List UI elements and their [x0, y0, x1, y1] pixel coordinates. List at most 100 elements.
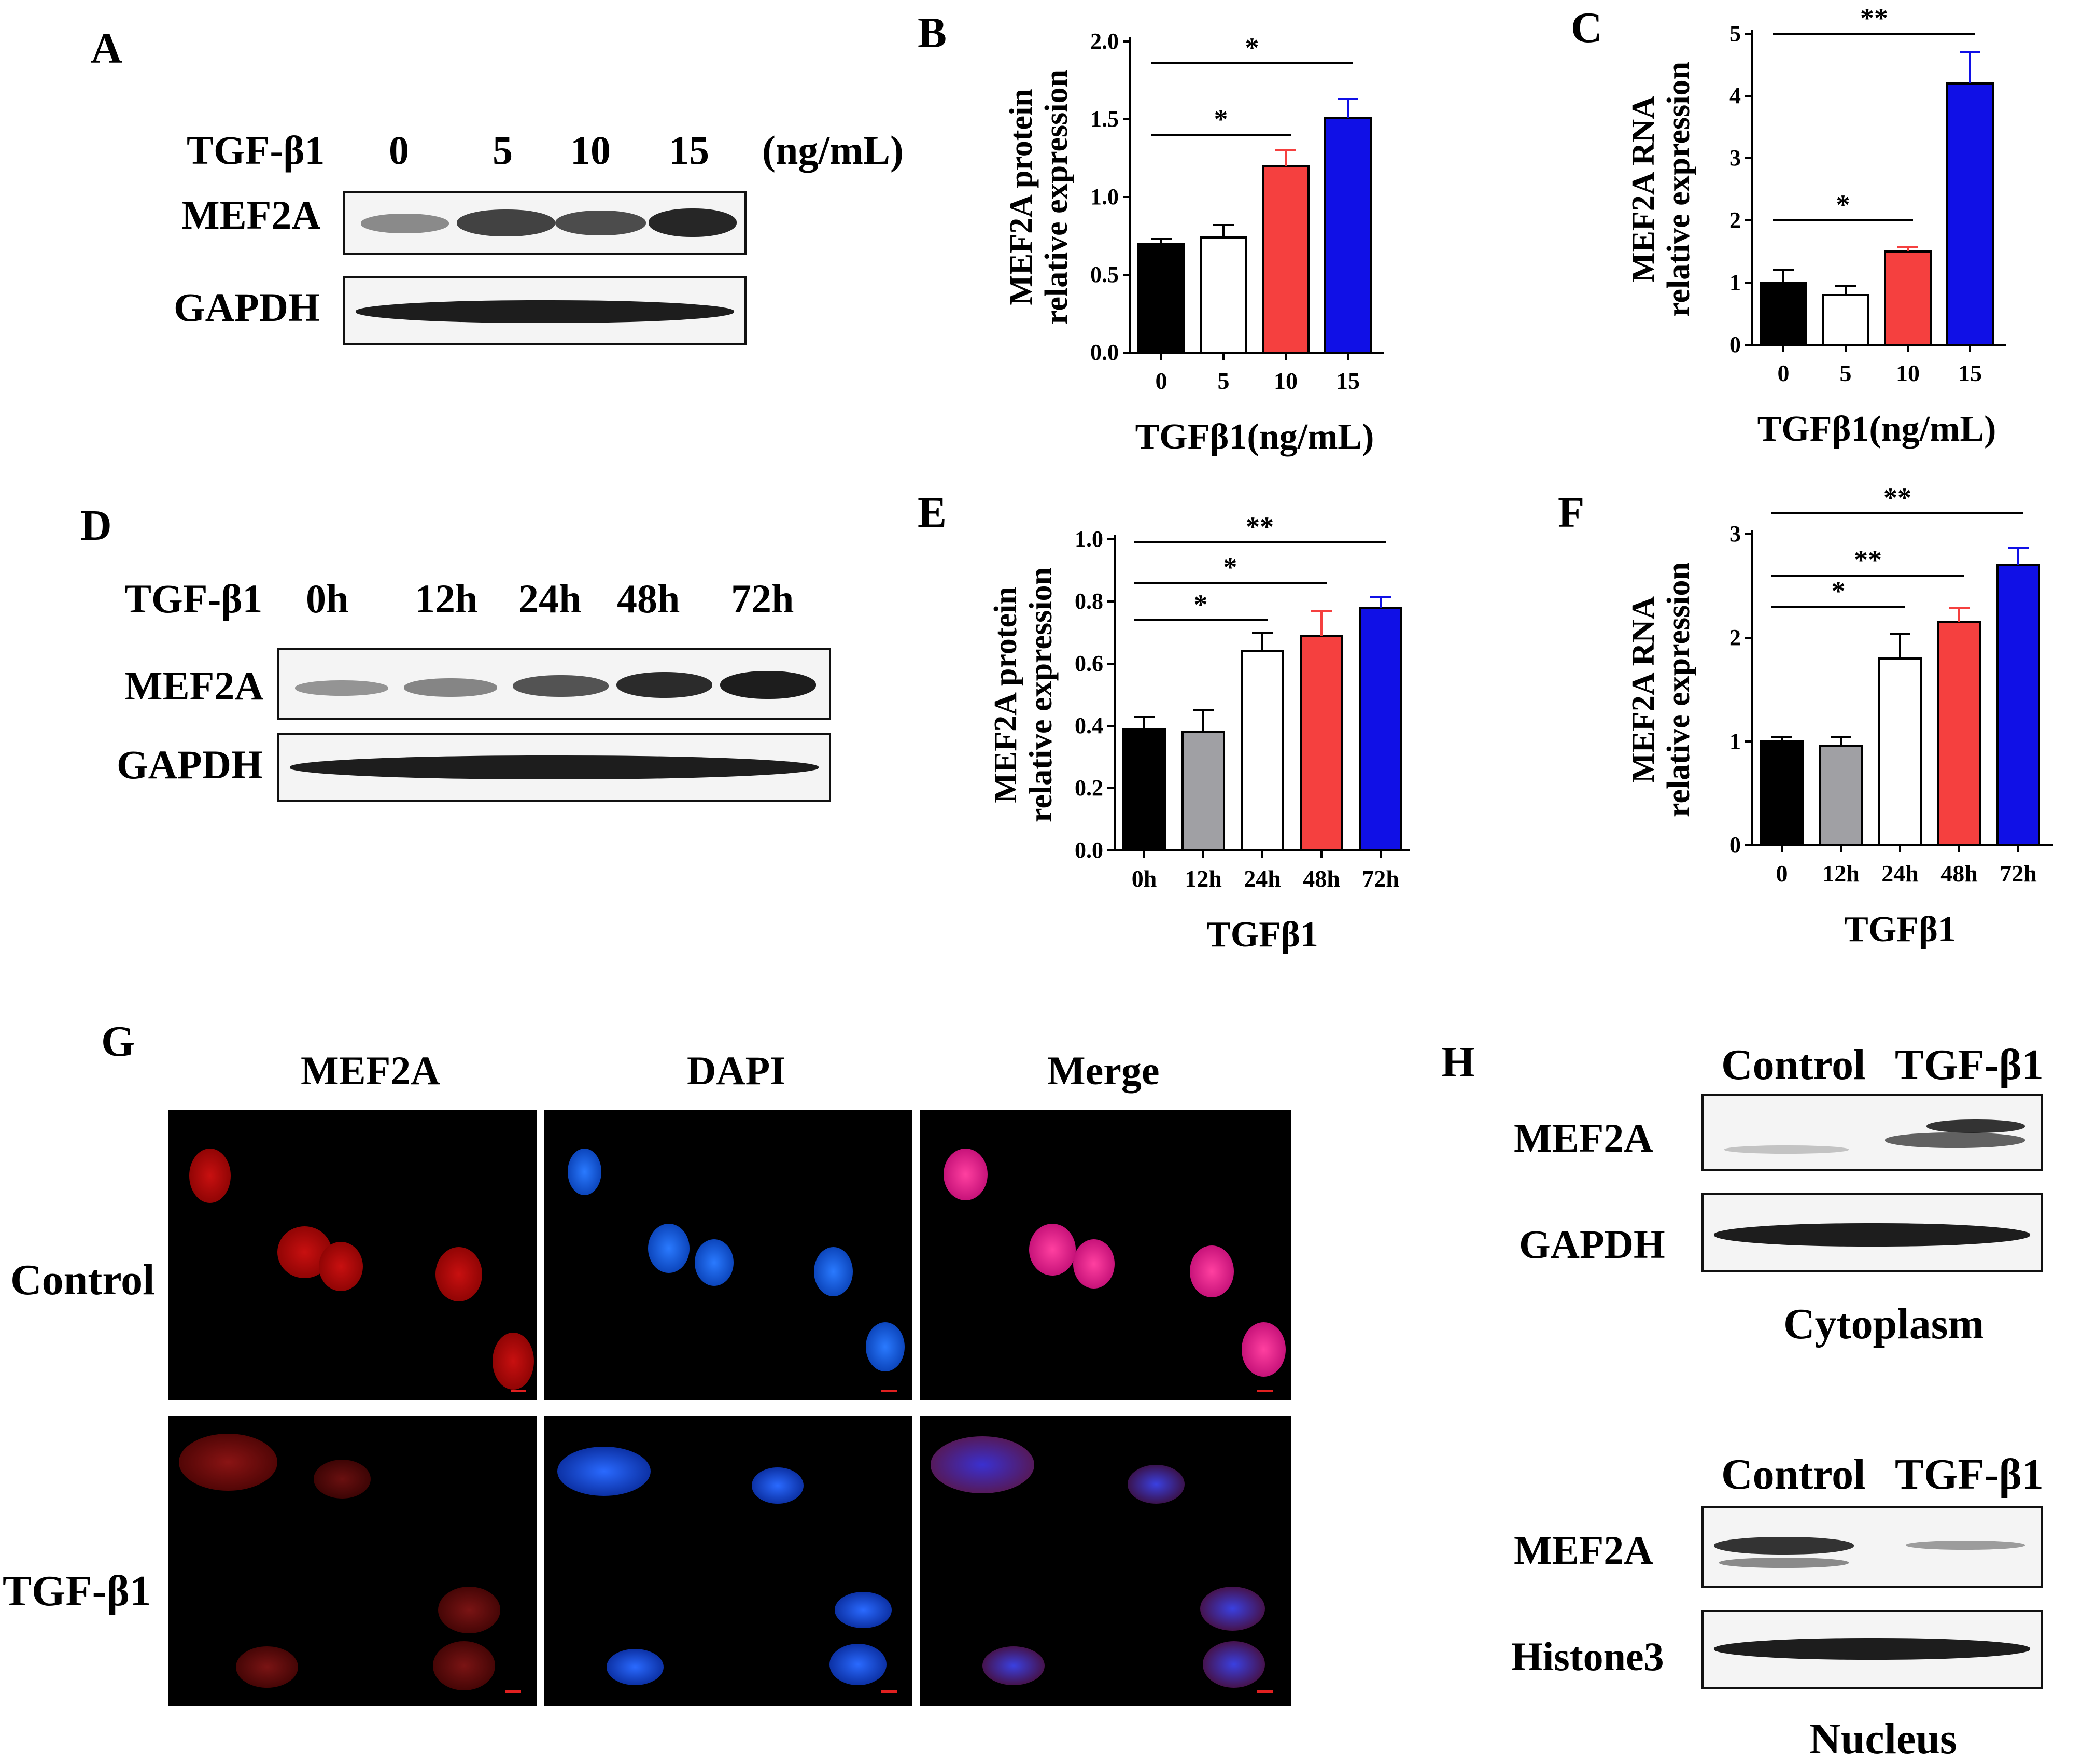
nucleus — [493, 1333, 534, 1390]
significance-star: * — [1194, 589, 1208, 620]
nucleus — [568, 1149, 601, 1195]
blot-band — [1906, 1541, 2025, 1550]
y-axis-label: relative expression — [1661, 62, 1696, 317]
blot-band — [404, 678, 497, 697]
x-axis-label: TGFβ1(ng/mL) — [1135, 417, 1374, 457]
y-tick-label: 0.5 — [1090, 262, 1119, 287]
nucleus — [189, 1149, 231, 1203]
blot-row-label: GAPDH — [1519, 1222, 1665, 1267]
y-tick-label: 1.0 — [1090, 184, 1119, 209]
panel-letter-c: C — [1571, 4, 1602, 52]
nucleus — [438, 1587, 500, 1633]
y-tick-label: 0.0 — [1075, 837, 1103, 863]
blot-band — [361, 214, 449, 233]
nucleus — [648, 1224, 690, 1273]
blot-band — [295, 680, 388, 696]
scale-bar — [1257, 1390, 1273, 1392]
western-blot-nucleus-histone3 — [1701, 1610, 2043, 1689]
nucleus — [752, 1467, 804, 1504]
blot-row-label: GAPDH — [174, 285, 320, 330]
group-label: TGF-β1 — [1895, 1450, 2044, 1499]
nucleus — [931, 1436, 1034, 1493]
bar — [1324, 117, 1372, 354]
blot-band — [720, 671, 816, 699]
channel-label: MEF2A — [301, 1048, 440, 1093]
y-tick-label: 4 — [1729, 83, 1741, 108]
significance-star: ** — [1246, 511, 1274, 542]
blot-band — [649, 208, 737, 237]
y-tick-label: 0.6 — [1075, 651, 1103, 676]
blot-row-label: GAPDH — [117, 742, 263, 787]
x-tick-label: 0 — [1156, 368, 1167, 394]
y-tick-label: 2 — [1729, 625, 1741, 650]
x-tick-label: 48h — [1940, 860, 1978, 887]
nucleus — [319, 1242, 363, 1291]
channel-label: DAPI — [687, 1048, 786, 1093]
nucleus — [236, 1646, 298, 1688]
scale-bar — [881, 1390, 897, 1392]
bar — [1181, 731, 1225, 851]
time-label: 0h — [306, 576, 349, 621]
nucleus — [1029, 1224, 1076, 1276]
micrograph-merge-control — [920, 1110, 1291, 1400]
y-tick-label: 1.0 — [1075, 526, 1103, 552]
panel-letter-b: B — [918, 9, 947, 57]
nucleus — [814, 1247, 853, 1296]
significance-star: ** — [1883, 487, 1911, 513]
y-axis-label: relative expression — [1023, 567, 1059, 822]
blot-band — [457, 209, 555, 236]
bar — [1760, 282, 1807, 346]
nucleus — [1242, 1322, 1286, 1377]
bar — [1878, 657, 1922, 846]
nucleus — [982, 1646, 1045, 1685]
y-tick-label: 1 — [1729, 270, 1741, 295]
scale-bar — [511, 1390, 526, 1392]
western-blot-nucleus-mef2a — [1701, 1506, 2043, 1588]
time-label: 12h — [415, 576, 478, 621]
micrograph-merge-tgfb1 — [920, 1416, 1291, 1706]
y-axis-label: relative expression — [1661, 562, 1696, 817]
significance-star: * — [1223, 552, 1237, 583]
condition-label: TGF-β1 — [3, 1567, 151, 1615]
y-tick-label: 0.0 — [1090, 340, 1119, 365]
x-tick-label: 72h — [2000, 860, 2037, 887]
bar — [1760, 740, 1804, 846]
y-tick-label: 5 — [1729, 21, 1741, 46]
bar-chart-b: 0.0 0.5 1.0 1.5 2.0 0 5 10 15 * * MEF2A protein rela… — [1004, 29, 1384, 457]
bar — [1122, 728, 1166, 851]
nucleus — [1073, 1239, 1115, 1289]
x-tick-label: 10 — [1896, 360, 1920, 386]
western-blot-cytoplasm-gapdh — [1701, 1193, 2043, 1272]
nucleus — [835, 1592, 892, 1628]
y-tick-label: 3 — [1729, 145, 1741, 171]
time-label: 24h — [518, 576, 582, 621]
x-tick-label: 0 — [1776, 860, 1788, 887]
nucleus — [829, 1644, 887, 1685]
nucleus — [557, 1447, 651, 1496]
blot-band — [1719, 1558, 1849, 1568]
bar — [1359, 607, 1402, 851]
time-label: 48h — [617, 576, 680, 621]
dose-label: 10 — [570, 128, 611, 173]
scale-bar — [881, 1690, 897, 1693]
bar — [1300, 635, 1343, 851]
bar — [1946, 82, 1994, 346]
micrograph-mef2a-tgfb1 — [168, 1416, 537, 1706]
blot-band — [555, 211, 646, 235]
significance-star: * — [1245, 32, 1259, 63]
micrograph-dapi-control — [544, 1110, 912, 1400]
y-axis-label: MEF2A protein — [988, 586, 1023, 803]
y-tick-label: 0 — [1729, 832, 1741, 858]
x-tick-label: 72h — [1362, 865, 1399, 892]
y-tick-label: 3 — [1729, 521, 1741, 547]
western-blot-mef2a — [343, 191, 747, 255]
nucleus — [695, 1239, 734, 1286]
y-tick-label: 0.2 — [1075, 775, 1103, 801]
y-tick-label: 0 — [1729, 332, 1741, 357]
bar — [1137, 243, 1185, 354]
panel-letter-a: A — [91, 24, 122, 73]
group-label: TGF-β1 — [1895, 1041, 2044, 1089]
significance-star: * — [1836, 189, 1850, 220]
x-tick-label: 24h — [1244, 865, 1281, 892]
